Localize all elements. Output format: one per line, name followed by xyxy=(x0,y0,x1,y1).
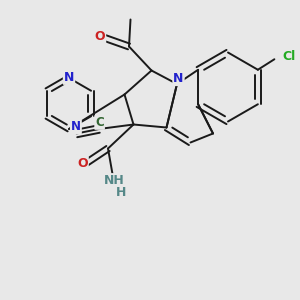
Text: H: H xyxy=(116,185,126,199)
Text: C: C xyxy=(95,116,104,129)
Text: N: N xyxy=(64,71,74,84)
Text: O: O xyxy=(77,157,88,170)
Text: O: O xyxy=(94,30,105,44)
Text: N: N xyxy=(71,120,81,134)
Text: Cl: Cl xyxy=(282,50,295,63)
Text: NH: NH xyxy=(103,174,124,187)
Text: N: N xyxy=(173,72,184,85)
